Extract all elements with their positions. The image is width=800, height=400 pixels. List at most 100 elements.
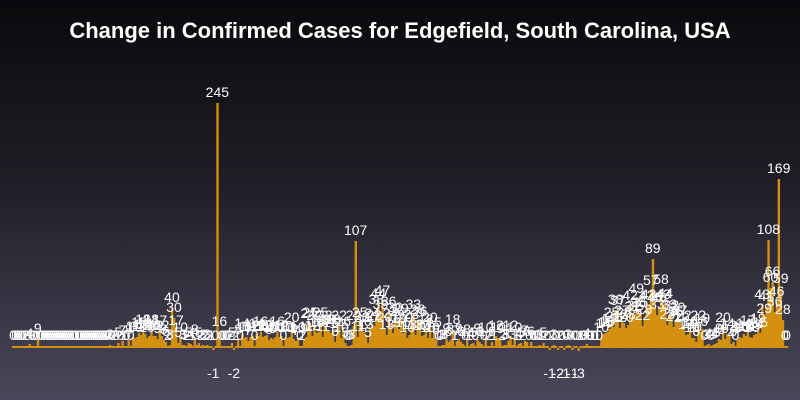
data-label: 25	[352, 304, 368, 320]
data-label: 0	[471, 327, 479, 343]
data-label: 22	[366, 307, 382, 323]
bar	[267, 340, 271, 348]
bar	[437, 346, 440, 348]
bar	[395, 322, 399, 348]
data-label: 1	[537, 327, 545, 343]
bar	[197, 343, 201, 348]
bar	[71, 346, 75, 348]
data-label: 16	[311, 313, 327, 329]
bar	[218, 332, 221, 348]
data-label: 42	[622, 287, 638, 303]
data-label: 20	[284, 309, 300, 325]
bar	[664, 304, 667, 348]
data-label: 33	[649, 296, 665, 312]
bar	[705, 345, 708, 348]
data-label: 12	[245, 317, 261, 333]
data-label: 32	[664, 297, 680, 313]
bar	[717, 339, 721, 348]
bar	[350, 345, 353, 348]
bar	[470, 344, 473, 348]
data-label: 4	[711, 325, 719, 341]
bar	[730, 344, 733, 348]
bar	[453, 346, 457, 348]
data-label: 19	[391, 310, 407, 326]
bar	[292, 339, 296, 348]
data-label: 2	[548, 327, 556, 343]
data-label: 0	[116, 327, 124, 343]
data-label: 9	[290, 320, 298, 336]
data-label: 11	[315, 318, 330, 334]
bar	[261, 337, 265, 348]
data-label: 8	[717, 321, 725, 337]
data-label: 22	[307, 307, 323, 323]
data-label: 12	[257, 317, 273, 333]
data-label: 4	[187, 325, 195, 341]
bar	[629, 306, 632, 348]
bar	[181, 345, 184, 348]
bar	[247, 341, 250, 348]
data-label: 0	[55, 327, 63, 343]
data-label: -1	[558, 365, 571, 381]
data-label: 108	[757, 221, 781, 237]
bar	[676, 318, 679, 348]
data-label: 0	[566, 327, 574, 343]
data-label: 5	[469, 324, 477, 340]
bar	[397, 329, 401, 348]
bar	[651, 259, 655, 348]
data-label: 11	[239, 318, 254, 334]
bar	[536, 346, 539, 348]
bar	[327, 330, 331, 348]
data-label: 2	[232, 327, 240, 343]
data-label: 9	[154, 320, 162, 336]
bar	[728, 336, 731, 348]
data-label: 3	[178, 326, 186, 342]
bar	[14, 346, 17, 348]
bar	[579, 346, 582, 348]
bar	[655, 315, 659, 348]
bar	[404, 328, 407, 348]
data-label: 1	[189, 327, 197, 343]
data-label: 23	[620, 306, 636, 322]
bar	[472, 343, 475, 348]
bar	[604, 333, 607, 348]
bar	[688, 332, 692, 348]
data-label: 37	[610, 292, 626, 308]
data-label: 0	[83, 327, 91, 343]
data-label: 4	[727, 325, 735, 341]
data-label: 4	[467, 325, 475, 341]
bar	[290, 328, 293, 348]
data-label: 25	[616, 304, 632, 320]
bar	[203, 346, 207, 348]
bar	[18, 346, 21, 348]
data-label: 0	[40, 327, 48, 343]
data-label: 10	[172, 319, 188, 335]
data-label: 18	[418, 311, 434, 327]
bar	[360, 328, 364, 348]
bar	[286, 338, 289, 348]
data-label: 14	[234, 315, 250, 331]
data-label: 0	[127, 327, 135, 343]
bar	[701, 329, 704, 348]
bar	[100, 346, 104, 348]
data-label: 36	[767, 293, 783, 309]
bar	[608, 329, 611, 348]
bar	[49, 346, 52, 348]
bar	[340, 338, 343, 348]
data-label: 5	[540, 324, 548, 340]
bar	[486, 346, 490, 348]
data-label: 5	[185, 324, 193, 340]
bar	[358, 323, 362, 348]
data-label: 40	[164, 289, 180, 305]
bar	[548, 348, 551, 350]
data-label: 0	[61, 327, 69, 343]
data-label: 16	[356, 313, 372, 329]
bar	[571, 348, 574, 350]
bar	[144, 334, 147, 348]
data-label: 15	[598, 314, 614, 330]
bar	[497, 338, 500, 348]
bar	[461, 344, 465, 348]
data-label: 0	[98, 327, 106, 343]
data-label: 2	[498, 327, 506, 343]
bar	[707, 344, 710, 348]
data-label: 0	[36, 327, 44, 343]
